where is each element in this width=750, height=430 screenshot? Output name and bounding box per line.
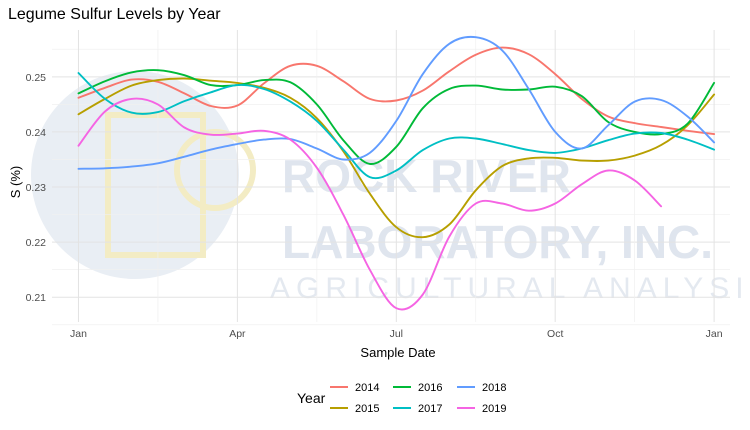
y-tick-label: 0.24 [26, 127, 47, 139]
legend-label-2018: 2018 [482, 382, 506, 394]
series-line-2019 [77, 97, 663, 311]
x-axis-ticks: Jan Apr Jul Oct Jan [70, 328, 723, 340]
x-tick-label: Jan [706, 328, 723, 340]
watermark-logo-circle [31, 71, 239, 279]
y-tick-label: 0.21 [26, 292, 47, 304]
legend-label-2017: 2017 [418, 403, 442, 415]
series-lines [77, 35, 716, 311]
watermark-logo-frame [105, 112, 206, 258]
y-tick-label: 0.23 [26, 182, 47, 194]
y-tick-label: 0.25 [26, 72, 47, 84]
series-line-2018 [77, 35, 716, 170]
x-tick-label: Jul [390, 328, 403, 340]
legend-label-2016: 2016 [418, 382, 442, 394]
x-axis-label: Sample Date [360, 345, 435, 360]
legend-title: Year [297, 390, 326, 406]
y-axis-label: S (%) [8, 166, 23, 199]
legend-label-2014: 2014 [355, 382, 379, 394]
legend: Year 2014 2015 2016 2017 2018 2019 [297, 382, 506, 415]
series-line-2016 [77, 69, 716, 165]
watermark: ROCK RIVER LABORATORY, INC. AGRICULTURAL… [31, 71, 750, 305]
grid [52, 30, 730, 326]
y-tick-label: 0.22 [26, 237, 47, 249]
series-line-2014 [77, 46, 716, 136]
x-tick-label: Apr [229, 328, 246, 340]
x-tick-label: Jan [70, 328, 87, 340]
legend-label-2015: 2015 [355, 403, 379, 415]
chart-title: Legume Sulfur Levels by Year [8, 6, 221, 23]
series-line-2017 [77, 72, 716, 180]
series-line-2015 [77, 77, 716, 239]
legend-label-2019: 2019 [482, 403, 506, 415]
watermark-line-3: AGRICULTURAL ANALYSIS [270, 272, 750, 305]
x-tick-label: Oct [547, 328, 563, 340]
y-axis-ticks: 0.21 0.22 0.23 0.24 0.25 [26, 72, 47, 304]
